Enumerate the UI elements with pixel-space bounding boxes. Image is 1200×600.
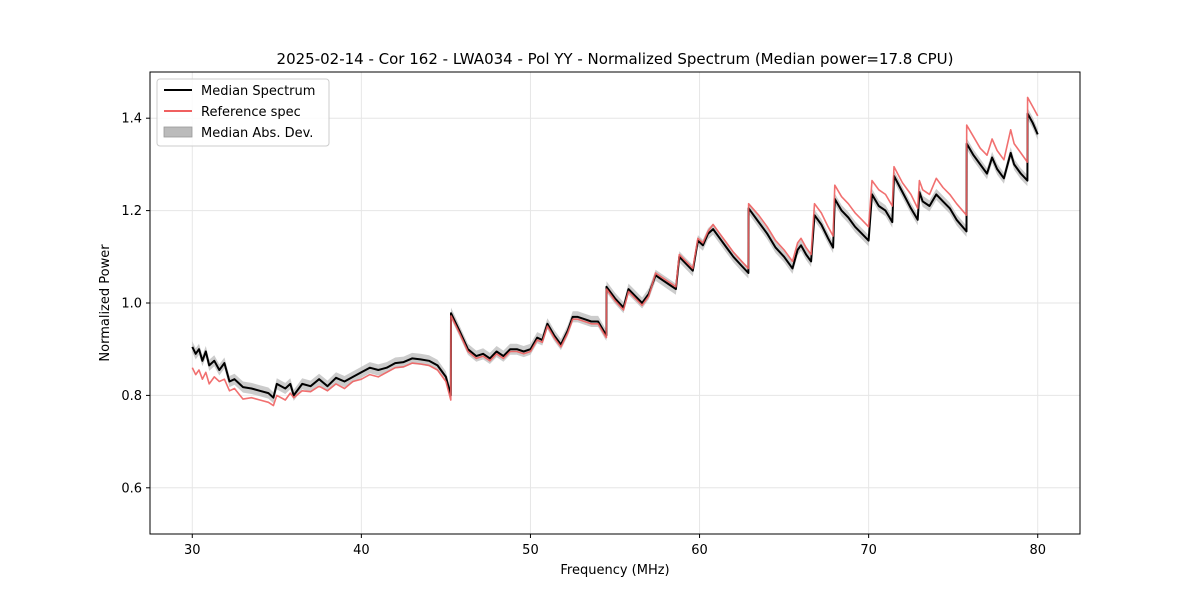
x-tick-label: 80 [1029, 543, 1046, 558]
x-tick-label: 50 [522, 543, 539, 558]
series-layer [191, 96, 1039, 407]
grid [150, 72, 1080, 534]
legend-box [156, 78, 330, 147]
y-tick-label: 0.8 [121, 389, 142, 404]
y-tick-label: 1.0 [121, 297, 142, 312]
y-axis-label: Normalized Power [98, 244, 113, 362]
axis-ticks: 30 40 50 60 70 80 0.6 0.8 1.0 1.2 1.4 [121, 112, 1046, 558]
x-tick-label: 40 [353, 543, 370, 558]
legend-label-mad: Median Abs. Dev. [201, 126, 313, 141]
x-tick-label: 60 [691, 543, 708, 558]
y-tick-label: 0.6 [121, 481, 142, 496]
series-reference-spec-line [191, 96, 1039, 407]
series-median-spectrum-line [191, 112, 1039, 399]
x-axis-label: Frequency (MHz) [560, 563, 669, 578]
x-tick-label: 30 [184, 543, 201, 558]
legend-label-reference: Reference spec [201, 105, 301, 120]
y-tick-label: 1.4 [121, 112, 142, 127]
legend-label-median: Median Spectrum [201, 84, 315, 99]
legend-swatch-mad [163, 126, 193, 138]
legend: Median Spectrum Reference spec Median Ab… [156, 78, 330, 147]
y-tick-label: 1.2 [121, 204, 142, 219]
x-tick-label: 70 [860, 543, 877, 558]
chart-title: 2025-02-14 - Cor 162 - LWA034 - Pol YY -… [277, 50, 954, 68]
